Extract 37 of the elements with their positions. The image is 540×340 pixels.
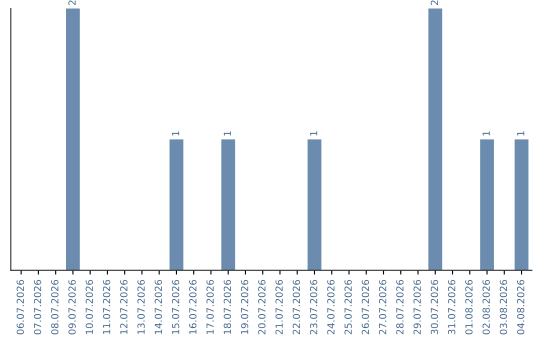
x-tick-label: 29.07.2026 (413, 280, 421, 334)
data-label: 2 (430, 0, 438, 6)
x-tick-label: 18.07.2026 (224, 280, 232, 334)
x-tick-label: 31.07.2026 (448, 280, 456, 334)
x-tick-label: 10.07.2026 (86, 280, 93, 334)
x-tick-label: 26.07.2026 (362, 280, 370, 334)
x-tick-label: 27.07.2026 (378, 280, 386, 334)
x-tick-label: 15.07.2026 (172, 280, 180, 334)
x-tick-label: 01.08.2026 (465, 280, 473, 334)
data-label: 1 (224, 131, 231, 136)
x-tick-label: 22.07.2026 (292, 280, 300, 334)
x-tick-label: 25.07.2026 (344, 280, 352, 334)
x-tick-label: 23.07.2026 (310, 280, 318, 334)
x-tick-label: 30.07.2026 (430, 280, 438, 334)
x-tick-label: 16.07.2026 (189, 280, 197, 334)
x-tick-label: 19.07.2026 (240, 280, 248, 334)
x-tick-label: 06.07.2026 (16, 280, 24, 334)
x-tick-label: 14.07.2026 (154, 280, 162, 334)
x-tick-label: 21.07.2026 (275, 280, 283, 334)
x-tick-label: 17.07.2026 (206, 280, 214, 334)
data-label: 1 (310, 131, 318, 136)
x-tick-label: 24.07.2026 (327, 280, 335, 334)
x-tick-label: 08.07.2026 (51, 280, 58, 334)
data-label: 1 (172, 131, 180, 136)
x-tick-label: 02.08.2026 (482, 280, 490, 334)
x-tick-label: 13.07.2026 (137, 280, 145, 334)
x-tick-label: 28.07.2026 (396, 280, 404, 334)
x-tick-label: 09.07.2026 (68, 280, 76, 334)
x-tick-label: 04.08.2026 (517, 280, 524, 334)
data-label: 1 (517, 131, 524, 136)
x-tick-label: 20.07.2026 (258, 280, 266, 334)
data-label: 2 (68, 0, 76, 6)
x-tick-label: 12.07.2026 (120, 280, 128, 334)
x-tick-label: 03.08.2026 (500, 280, 508, 334)
x-tick-label: 11.07.2026 (102, 280, 110, 334)
data-label: 1 (482, 131, 490, 136)
x-tick-label: 07.07.2026 (34, 280, 42, 334)
